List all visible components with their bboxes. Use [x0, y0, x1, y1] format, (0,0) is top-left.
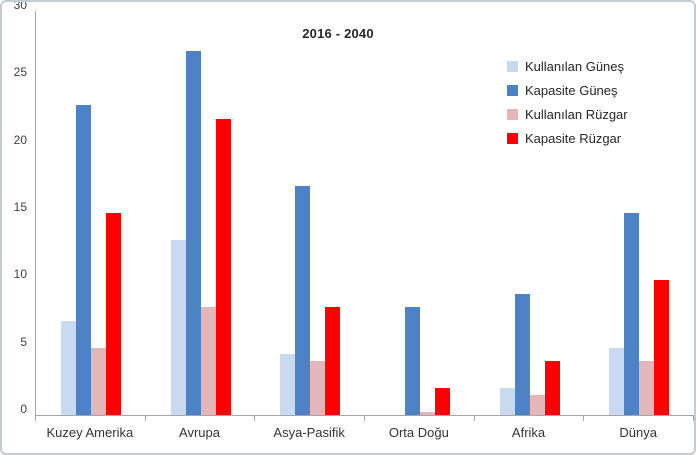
chart-title: 2016 - 2040	[302, 26, 374, 41]
category-cell	[365, 11, 475, 415]
x-tick	[583, 416, 585, 421]
y-tick-label: 30	[13, 0, 27, 12]
y-tick-label: 10	[13, 267, 27, 282]
bar-group	[390, 307, 450, 415]
bar	[90, 347, 106, 415]
x-axis-labels: Kuzey Amerika Avrupa Asya-Pasifik Orta Doğu…	[35, 425, 693, 440]
legend-item: Kullanılan Rüzgar	[507, 107, 628, 122]
category-cell	[475, 11, 585, 415]
x-tick	[364, 416, 365, 421]
legend-label: Kapasite Rüzgar	[525, 131, 622, 146]
bar	[499, 388, 515, 415]
legend-swatch-icon	[507, 133, 518, 144]
legend-label: Kullanılan Güneş	[525, 59, 625, 74]
category-cell	[146, 11, 256, 415]
bar	[609, 347, 625, 415]
legend-swatch-icon	[507, 61, 518, 72]
legend-label: Kullanılan Rüzgar	[525, 107, 628, 122]
bar	[419, 412, 435, 415]
y-tick-label: 20	[13, 132, 27, 147]
bar	[404, 307, 420, 415]
bar	[434, 388, 450, 415]
bars-layer	[36, 11, 694, 415]
bar-group	[499, 293, 560, 415]
bar-group	[60, 105, 121, 415]
legend-swatch-icon	[507, 85, 518, 96]
bar	[514, 293, 530, 415]
bar	[529, 394, 545, 415]
plot-area	[35, 11, 694, 416]
bar	[105, 213, 121, 415]
category-cell	[584, 11, 694, 415]
bar	[654, 280, 670, 415]
bar	[325, 307, 341, 415]
x-category-label: Orta Doğu	[388, 425, 449, 440]
category-cell	[255, 11, 365, 415]
category-cell	[36, 11, 146, 415]
bar	[544, 361, 560, 415]
x-tick	[473, 416, 475, 421]
x-category-label: Asya-Pasifik	[273, 425, 345, 440]
bar	[200, 307, 216, 415]
legend-swatch-icon	[507, 109, 518, 120]
x-tick	[35, 416, 36, 421]
y-axis: 0 5 10 15 20 25 30	[2, 2, 30, 416]
legend-item: Kullanılan Güneş	[507, 59, 628, 74]
bar	[280, 354, 296, 415]
bar-group	[609, 213, 670, 415]
y-tick-label: 25	[13, 65, 27, 80]
legend-item: Kapasite Güneş	[507, 83, 628, 98]
x-category-label: Kuzey Amerika	[46, 425, 134, 440]
bar	[639, 361, 655, 415]
bar	[624, 213, 640, 415]
legend: Kullanılan Güneş Kapasite Güneş Kullanılan…	[507, 59, 628, 146]
x-axis-ticks	[35, 416, 694, 421]
bar	[60, 320, 76, 415]
x-category-label: Dünya	[619, 425, 657, 440]
bar-group	[280, 186, 341, 415]
bar	[170, 239, 186, 415]
bar-group	[170, 51, 231, 415]
x-tick	[254, 416, 256, 421]
y-tick-label: 5	[20, 334, 27, 349]
bar	[215, 118, 231, 415]
y-tick-label: 0	[20, 402, 27, 416]
x-category-label: Afrika	[511, 425, 546, 440]
bar	[75, 105, 91, 415]
legend-item: Kapasite Rüzgar	[507, 131, 628, 146]
x-tick	[144, 416, 146, 421]
x-category-label: Avrupa	[179, 425, 220, 440]
y-tick-label: 15	[13, 200, 27, 214]
x-tick	[693, 416, 694, 421]
bar	[295, 186, 311, 415]
bar	[310, 361, 326, 415]
bar	[185, 51, 201, 415]
legend-label: Kapasite Güneş	[525, 83, 618, 98]
